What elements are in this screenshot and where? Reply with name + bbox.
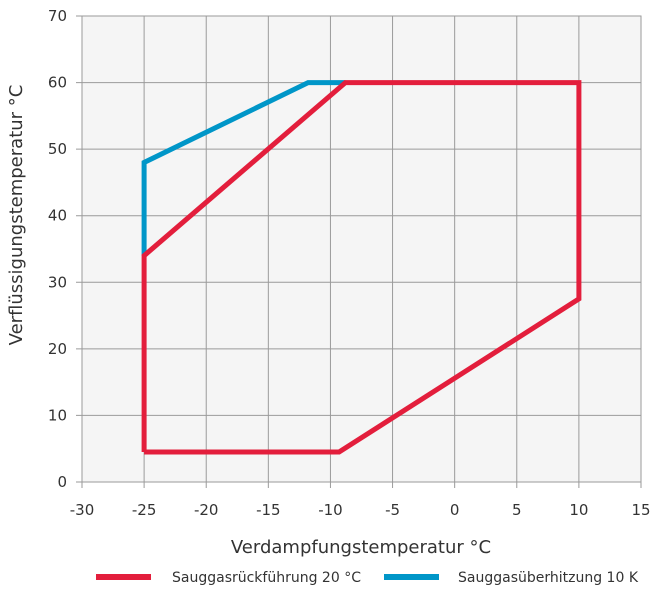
x-tick-label: -15 xyxy=(256,501,281,519)
series-line xyxy=(141,80,582,455)
legend-label: Sauggasrückführung 20 °C xyxy=(172,570,361,586)
y-tick-label: 30 xyxy=(48,273,67,291)
x-axis-label: Verdampfungstemperatur °C xyxy=(231,537,491,558)
y-tick-label: 60 xyxy=(48,74,67,92)
plot-area xyxy=(82,16,641,482)
grid xyxy=(76,15,642,488)
y-axis-label: Verflüssigungstemperatur °C xyxy=(6,85,27,346)
y-tick-label: 40 xyxy=(48,207,67,225)
y-tick-label: 10 xyxy=(48,406,67,424)
y-tick-label: 20 xyxy=(48,340,67,358)
x-tick-label: 0 xyxy=(450,501,460,519)
tick-labels: -30 -25 -20 -15 -10 -5 0 5 10 15 0 10 20 30 40 50 60 70 xyxy=(48,7,651,519)
series-line xyxy=(141,80,346,256)
x-tick-label: 5 xyxy=(512,501,522,519)
y-tick-label: 70 xyxy=(48,7,67,25)
y-tick-label: 50 xyxy=(48,140,67,158)
y-tick-label: 0 xyxy=(57,473,67,491)
x-tick-label: 10 xyxy=(569,501,588,519)
legend-label: Sauggasüberhitzung 10 K xyxy=(458,570,639,586)
legend: Sauggasrückführung 20 °C Sauggasüberhitzu… xyxy=(96,570,639,586)
x-tick-label: -30 xyxy=(70,501,95,519)
x-tick-label: -5 xyxy=(385,501,400,519)
x-tick-label: -20 xyxy=(194,501,219,519)
series-layer xyxy=(141,80,582,455)
x-tick-label: -25 xyxy=(132,501,157,519)
plot-frame xyxy=(81,15,642,483)
x-tick-label: -10 xyxy=(318,501,343,519)
x-tick-label: 15 xyxy=(631,501,650,519)
